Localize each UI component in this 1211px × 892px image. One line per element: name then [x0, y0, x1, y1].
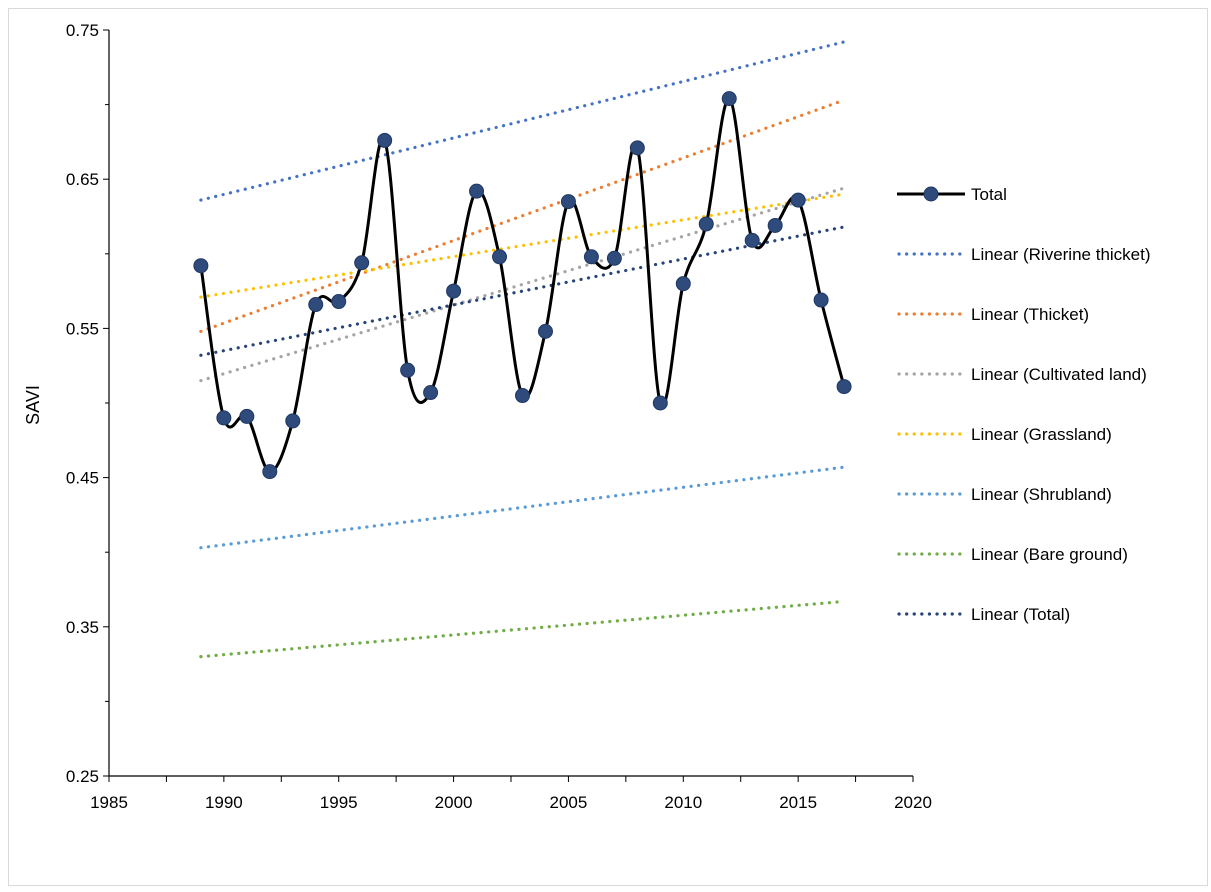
x-tick-label: 1995	[320, 793, 358, 812]
y-tick-label: 0.75	[66, 21, 99, 40]
trendline	[201, 601, 844, 656]
x-tick-label: 2015	[779, 793, 817, 812]
x-tick-label: 2020	[894, 793, 932, 812]
data-point	[286, 414, 300, 428]
data-point	[630, 141, 644, 155]
data-point	[194, 259, 208, 273]
legend: Total Linear (Riverine thicket) Linear (Th…	[897, 185, 1151, 624]
legend-label: Linear (Shrubland)	[971, 485, 1112, 504]
data-point	[584, 250, 598, 264]
data-point	[837, 380, 851, 394]
data-point	[515, 389, 529, 403]
legend-label: Linear (Thicket)	[971, 305, 1089, 324]
legend-label: Linear (Bare ground)	[971, 545, 1128, 564]
y-tick-label: 0.65	[66, 170, 99, 189]
data-point	[607, 251, 621, 265]
data-point	[722, 92, 736, 106]
data-point	[332, 295, 346, 309]
legend-label: Linear (Riverine thicket)	[971, 245, 1151, 264]
data-point	[240, 409, 254, 423]
data-point	[699, 217, 713, 231]
legend-label: Linear (Total)	[971, 605, 1070, 624]
data-point	[263, 465, 277, 479]
x-tick-label: 1990	[205, 793, 243, 812]
data-point	[447, 284, 461, 298]
data-point	[355, 256, 369, 270]
trendlines	[201, 42, 844, 657]
data-point	[814, 293, 828, 307]
data-point	[309, 298, 323, 312]
trendline	[201, 42, 844, 200]
data-point	[378, 133, 392, 147]
data-point	[217, 411, 231, 425]
data-point	[561, 195, 575, 209]
y-axis-label: SAVI	[23, 385, 43, 425]
data-point	[791, 193, 805, 207]
data-point	[493, 250, 507, 264]
x-tick-label: 2010	[664, 793, 702, 812]
trendline	[201, 467, 844, 548]
y-tick-label: 0.35	[66, 618, 99, 637]
legend-label: Linear (Grassland)	[971, 425, 1112, 444]
axes: 0.25 0.35 0.45 0.55 0.65 0.75 1985 1990 1995 2000…	[66, 21, 932, 812]
legend-label: Total	[971, 185, 1007, 204]
data-point	[653, 396, 667, 410]
data-point	[676, 277, 690, 291]
x-tick-label: 1985	[90, 793, 128, 812]
data-point	[745, 233, 759, 247]
legend-label: Linear (Cultivated land)	[971, 365, 1147, 384]
data-point	[401, 363, 415, 377]
y-tick-label: 0.55	[66, 319, 99, 338]
data-point	[470, 184, 484, 198]
y-tick-label: 0.45	[66, 469, 99, 488]
y-tick-label: 0.25	[66, 767, 99, 786]
data-point	[768, 218, 782, 232]
x-tick-label: 2005	[550, 793, 588, 812]
x-tick-label: 2000	[435, 793, 473, 812]
data-point	[538, 324, 552, 338]
data-point	[424, 386, 438, 400]
legend-marker	[924, 187, 938, 201]
